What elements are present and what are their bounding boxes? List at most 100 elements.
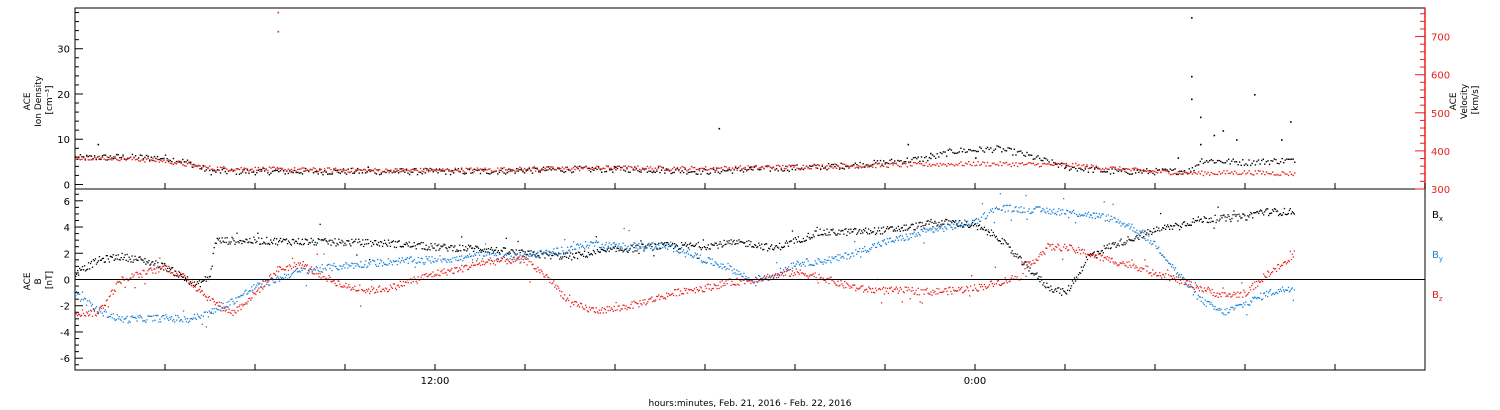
b-Bz-point [697,290,699,292]
b-Bz-point [520,258,522,260]
data-point [993,149,995,152]
b-Bz-point [262,288,264,290]
data-point [468,169,471,171]
b-Bz-point [329,276,331,279]
data-point [182,164,184,166]
data-point [379,169,381,171]
data-point [471,172,474,174]
data-point [1221,161,1223,164]
b-By-point [780,271,783,274]
data-point [692,167,694,169]
b-By-point [77,293,79,295]
b-By-point [642,246,644,248]
data-point [922,164,924,167]
b-Bz-point [792,275,795,277]
data-point [901,163,904,165]
b-Bx-point [377,244,379,246]
b-Bz-point [335,285,337,287]
b-Bz-point [430,273,432,275]
b-Bx-point [1051,288,1053,291]
b-Bz-point [93,310,96,312]
b-By-point [850,255,852,258]
b-Bz-point [781,272,784,275]
b-Bx-point [852,231,854,233]
b-By-point [374,260,376,262]
b-Bx-point [1120,238,1122,240]
b-Bz-point [650,297,652,300]
b-Bz-point [119,281,121,283]
b-Bx-point [492,251,495,253]
b-Bx-point [1173,225,1176,227]
b-Bx-point [548,255,550,257]
b-Bx-point [85,269,88,271]
b-Bz-point [780,274,783,276]
b-Bz-point [640,303,642,305]
b-Bz-point [393,283,396,285]
b-By-point [1078,213,1081,215]
data-point [1224,172,1227,175]
data-point [161,157,163,160]
b-Bx-point [885,228,888,230]
data-point [264,167,266,170]
b-Bz-point [696,288,698,291]
b-Bx-point [250,241,252,244]
b-By-point [340,265,342,267]
data-point [368,169,370,171]
b-Bx-point [1271,209,1274,211]
b-Bx-point [1122,244,1124,246]
b-Bx-point [823,229,825,231]
b-By-point [1201,296,1203,299]
data-point [413,169,415,171]
b-By-point [1038,206,1040,208]
b-Bz-point [710,289,712,291]
b-Bx-point [1038,275,1040,278]
b-Bx-point [479,248,482,251]
data-point [771,167,773,170]
b-By-point [1130,226,1132,228]
b-By-point [498,253,500,256]
data-point [912,157,915,159]
b-By-point [790,262,793,265]
b-Bz-point [215,302,217,304]
b-Bz-point [600,309,602,311]
b-By-point [1165,259,1167,261]
data-point [930,157,932,160]
b-By-point [1263,292,1265,295]
b-By-point [678,252,681,254]
b-Bx-point [233,240,235,242]
data-point [465,167,467,170]
b-Bx-point [1019,255,1021,257]
b-Bz-point [312,273,314,275]
b-Bz-point [277,266,279,268]
data-point [339,168,341,171]
b-By-point [432,260,434,262]
b-Bx-point [746,240,748,243]
b-Bz-point [515,259,517,261]
b-Bx-point [1174,222,1177,225]
data-point [1139,169,1142,172]
b-Bx-point [848,228,850,231]
b-By-point [565,251,567,254]
b-Bx-point [686,244,689,246]
b-Bx-point [1150,230,1152,233]
b-By-point [1022,211,1024,213]
b-Bx-point [431,245,433,247]
b-By-point [447,258,449,261]
b-Bx-point [531,254,533,256]
data-point [810,168,812,170]
b-By-point [611,248,613,250]
b-Bx-point [337,244,339,246]
b-By-point [244,290,246,292]
data-point [1094,167,1096,169]
data-point [464,171,466,173]
b-Bz-point [201,290,203,292]
b-Bx-point [590,253,593,255]
b-Bz-point [145,273,147,275]
b-By-point [1157,247,1159,249]
data-point [982,161,984,163]
b-Bz-point [646,302,648,305]
data-point [1078,167,1080,169]
data-point [1202,162,1205,165]
data-point [823,167,825,169]
b-Bx-point [1055,288,1057,290]
